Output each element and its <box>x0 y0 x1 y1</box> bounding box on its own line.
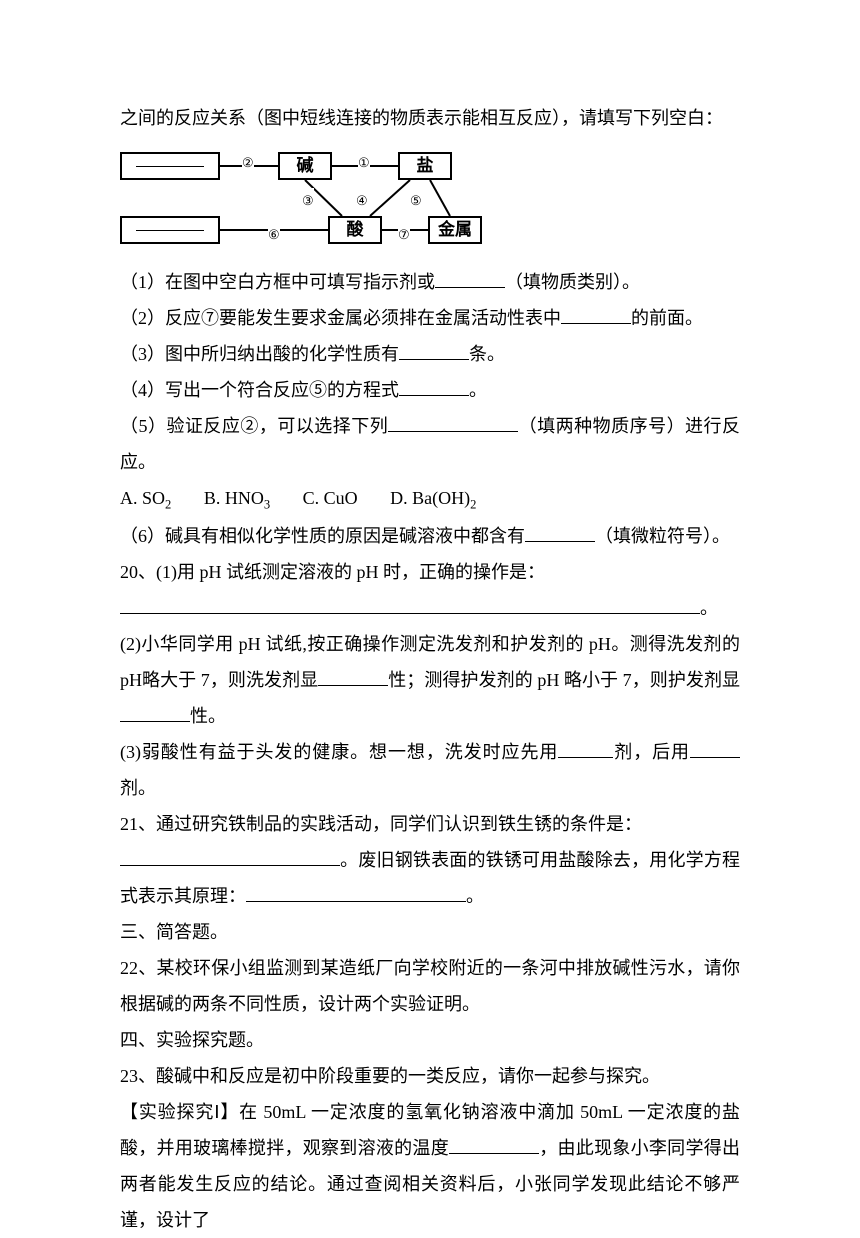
q21-2: 。废旧钢铁表面的铁锈可用盐酸除去，用化学方程式表示其原理：。 <box>120 842 740 914</box>
text: （6）碱具有相似化学性质的原因是碱溶液中都含有 <box>120 526 525 546</box>
label-3: ③ <box>302 188 314 214</box>
blank[interactable] <box>399 340 469 360</box>
q20-1-blank: 。 <box>120 590 740 626</box>
q20-3: (3)弱酸性有益于头发的健康。想一想，洗发时应先用 剂，后用剂。 <box>120 734 740 806</box>
label-1: ① <box>358 150 370 176</box>
q19-2: （2）反应⑦要能发生要求金属必须排在金属活动性表中 的前面。 <box>120 300 740 336</box>
text: （5）验证反应②，可以选择下列 <box>120 416 388 436</box>
section-4-title: 四、实验探究题。 <box>120 1022 740 1058</box>
text: 性。 <box>190 706 226 726</box>
q19-options: A. SO2 B. HNO3 C. CuO D. Ba(OH)2 <box>120 480 740 518</box>
label-5: ⑤ <box>410 188 422 214</box>
opt-b[interactable]: B. HNO3 <box>204 488 270 508</box>
q23-1: 23、酸碱中和反应是初中阶段重要的一类反应，请你一起参与探究。 <box>120 1058 740 1094</box>
q19-4: （4）写出一个符合反应⑤的方程式 。 <box>120 372 740 408</box>
blank[interactable] <box>690 738 740 758</box>
q19-5: （5）验证反应②，可以选择下列（填两种物质序号）进行反应。 <box>120 408 740 480</box>
opt-c[interactable]: C. CuO <box>303 488 358 508</box>
blank[interactable] <box>399 376 469 396</box>
blank[interactable] <box>120 846 340 866</box>
opt-d[interactable]: D. Ba(OH)2 <box>390 488 476 508</box>
blank[interactable] <box>246 882 466 902</box>
label-6: ⑥ <box>268 222 280 248</box>
section-3-title: 三、简答题。 <box>120 914 740 950</box>
text: （填微粒符号）。 <box>595 526 730 546</box>
q23-2: 【实验探究Ⅰ】在 50mL 一定浓度的氢氧化钠溶液中滴加 50mL 一定浓度的盐… <box>120 1094 740 1238</box>
intro-line: 之间的反应关系（图中短线连接的物质表示能相互反应），请填写下列空白： <box>120 100 740 136</box>
text: 。 <box>469 380 487 400</box>
opt-a[interactable]: A. SO2 <box>120 488 171 508</box>
text: 。 <box>466 886 484 906</box>
text: （4）写出一个符合反应⑤的方程式 <box>120 380 399 400</box>
text: 性；测得护发剂的 pH 略小于 7，则护发剂显 <box>388 670 740 690</box>
blank[interactable] <box>388 412 518 432</box>
blank[interactable] <box>435 268 505 288</box>
text: （填物质类别）。 <box>505 272 640 292</box>
text: （1）在图中空白方框中可填写指示剂或 <box>120 272 435 292</box>
box-jinshu: 金属 <box>428 216 482 244</box>
text: (3)弱酸性有益于头发的健康。想一想，洗发时应先用 <box>120 742 558 762</box>
label-2: ② <box>242 150 254 176</box>
q20-1: 20、(1)用 pH 试纸测定溶液的 pH 时，正确的操作是： <box>120 554 740 590</box>
blank[interactable] <box>561 304 631 324</box>
q20-2: (2)小华同学用 pH 试纸,按正确操作测定洗发剂和护发剂的 pH。测得洗发剂的… <box>120 626 740 734</box>
blank[interactable] <box>120 702 190 722</box>
q19-1: （1）在图中空白方框中可填写指示剂或 （填物质类别）。 <box>120 264 740 300</box>
text: 剂，后用 <box>613 742 690 762</box>
q19-6: （6）碱具有相似化学性质的原因是碱溶液中都含有 （填微粒符号）。 <box>120 518 740 554</box>
text: 的前面。 <box>631 308 703 328</box>
box-blank-bottom <box>120 216 220 244</box>
blank[interactable] <box>449 1134 539 1154</box>
box-blank-top <box>120 152 220 180</box>
blank[interactable] <box>525 522 595 542</box>
box-jian: 碱 <box>278 152 332 180</box>
label-7: ⑦ <box>398 222 410 248</box>
text: （2）反应⑦要能发生要求金属必须排在金属活动性表中 <box>120 308 561 328</box>
blank[interactable] <box>318 666 388 686</box>
blank[interactable] <box>120 594 700 614</box>
blank[interactable] <box>558 738 613 758</box>
text: 。 <box>700 598 718 618</box>
text: 条。 <box>469 344 505 364</box>
text: 剂。 <box>120 778 156 798</box>
box-suan: 酸 <box>328 216 382 244</box>
q19-3: （3）图中所归纳出酸的化学性质有 条。 <box>120 336 740 372</box>
label-4: ④ <box>356 188 368 214</box>
q22: 22、某校环保小组监测到某造纸厂向学校附近的一条河中排放碱性污水，请你根据碱的两… <box>120 950 740 1022</box>
text: （3）图中所归纳出酸的化学性质有 <box>120 344 399 364</box>
reaction-diagram: 碱 盐 酸 金属 ② ① ③ ④ ⑤ ⑥ ⑦ <box>120 144 500 254</box>
box-yan: 盐 <box>398 152 452 180</box>
q21-1: 21、通过研究铁制品的实践活动，同学们认识到铁生锈的条件是： <box>120 806 740 842</box>
